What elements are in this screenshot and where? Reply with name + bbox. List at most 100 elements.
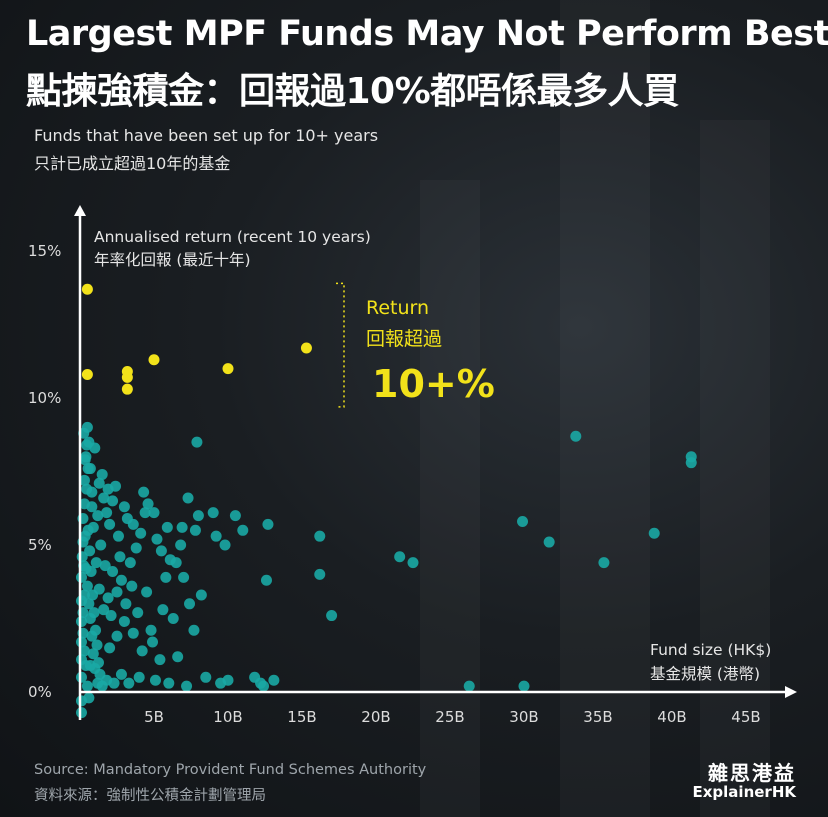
- data-point: [84, 660, 96, 672]
- data-point: [124, 557, 136, 569]
- brand-logo: ExplainerHK: [692, 783, 797, 801]
- data-point: [161, 521, 173, 533]
- data-point: [200, 671, 212, 683]
- data-point: [175, 539, 187, 551]
- data-point: [268, 674, 280, 686]
- data-point: [191, 436, 203, 448]
- data-point: [99, 560, 111, 572]
- data-point: [147, 636, 159, 648]
- y-axis-label: Annualised return (recent 10 years): [94, 228, 371, 246]
- y-tick-label: 15%: [28, 242, 61, 260]
- x-tick-label: 25B: [435, 708, 464, 726]
- x-tick-label: 5B: [144, 708, 164, 726]
- data-point: [75, 571, 87, 583]
- x-tick-label: 30B: [509, 708, 538, 726]
- data-point: [75, 671, 87, 683]
- data-point: [139, 507, 151, 519]
- x-tick-label: 35B: [583, 708, 612, 726]
- data-point: [90, 624, 102, 636]
- data-point: [394, 551, 406, 563]
- data-point: [133, 671, 145, 683]
- data-point: [81, 580, 93, 592]
- annotation-bracket-line: [336, 282, 345, 408]
- data-point: [598, 557, 610, 569]
- data-point: [127, 627, 139, 639]
- data-point: [188, 624, 200, 636]
- data-point: [314, 568, 326, 580]
- data-point: [172, 651, 184, 663]
- y-tick-label: 10%: [28, 389, 61, 407]
- data-point: [98, 604, 110, 616]
- data-point: [314, 530, 326, 542]
- data-point: [91, 639, 103, 651]
- data-point: [75, 707, 87, 719]
- data-point: [178, 571, 190, 583]
- chart-axes: [74, 205, 797, 720]
- data-point: [570, 430, 582, 442]
- x-axis-label-chinese: 基金規模 (港幣): [650, 665, 761, 683]
- data-point: [81, 483, 93, 495]
- annotation-label: Return: [366, 297, 430, 319]
- highlight-data-point: [121, 371, 133, 383]
- data-point: [112, 530, 124, 542]
- data-point: [75, 615, 87, 627]
- data-point: [83, 598, 95, 610]
- data-point: [407, 557, 419, 569]
- data-point: [260, 574, 272, 586]
- highlight-data-point: [81, 283, 93, 295]
- data-point: [87, 589, 99, 601]
- data-point: [207, 507, 219, 519]
- data-point: [78, 589, 90, 601]
- data-point: [167, 613, 179, 624]
- data-points: [75, 283, 697, 719]
- data-point: [262, 518, 274, 530]
- data-point: [85, 565, 97, 577]
- data-point: [130, 542, 142, 554]
- data-point: [237, 524, 249, 536]
- data-point: [160, 571, 172, 583]
- data-point: [136, 645, 148, 657]
- y-tick-label: 0%: [28, 683, 52, 701]
- data-point: [81, 439, 93, 451]
- x-tick-label: 40B: [657, 708, 686, 726]
- annotation-label-chinese: 回報超過: [366, 328, 443, 350]
- data-point: [90, 557, 102, 569]
- data-point: [176, 521, 188, 533]
- data-point: [93, 477, 105, 489]
- data-point: [101, 507, 113, 519]
- data-point: [104, 642, 116, 654]
- x-tick-label: 15B: [287, 708, 316, 726]
- data-point: [517, 515, 529, 527]
- data-point: [84, 545, 96, 557]
- page-title: Largest MPF Funds May Not Perform Best: [26, 14, 828, 54]
- data-point: [189, 524, 201, 536]
- data-point: [81, 680, 93, 692]
- data-point: [95, 539, 107, 551]
- data-point: [463, 680, 475, 692]
- data-point: [75, 636, 87, 648]
- data-point: [138, 486, 150, 498]
- data-point: [102, 483, 114, 495]
- y-tick-label: 5%: [28, 536, 52, 554]
- data-point: [88, 607, 100, 619]
- data-point: [115, 668, 127, 680]
- x-axis-arrow: [785, 686, 797, 698]
- source-note: Source: Mandatory Provident Fund Schemes…: [34, 762, 427, 778]
- data-point: [107, 565, 119, 577]
- data-point: [149, 674, 161, 686]
- highlight-data-point: [81, 368, 93, 380]
- highlight-data-point: [121, 383, 133, 395]
- data-point: [115, 574, 127, 586]
- highlight-data-point: [222, 363, 234, 375]
- data-point: [121, 513, 133, 525]
- subtitle: Funds that have been set up for 10+ year…: [34, 126, 379, 145]
- data-point: [229, 510, 241, 522]
- x-tick-label: 20B: [361, 708, 390, 726]
- data-point: [83, 692, 95, 704]
- data-point: [78, 645, 90, 657]
- data-point: [120, 598, 132, 610]
- data-point: [78, 474, 90, 486]
- data-point: [195, 589, 207, 601]
- annotation-bracket: [336, 282, 345, 408]
- data-point: [543, 536, 555, 548]
